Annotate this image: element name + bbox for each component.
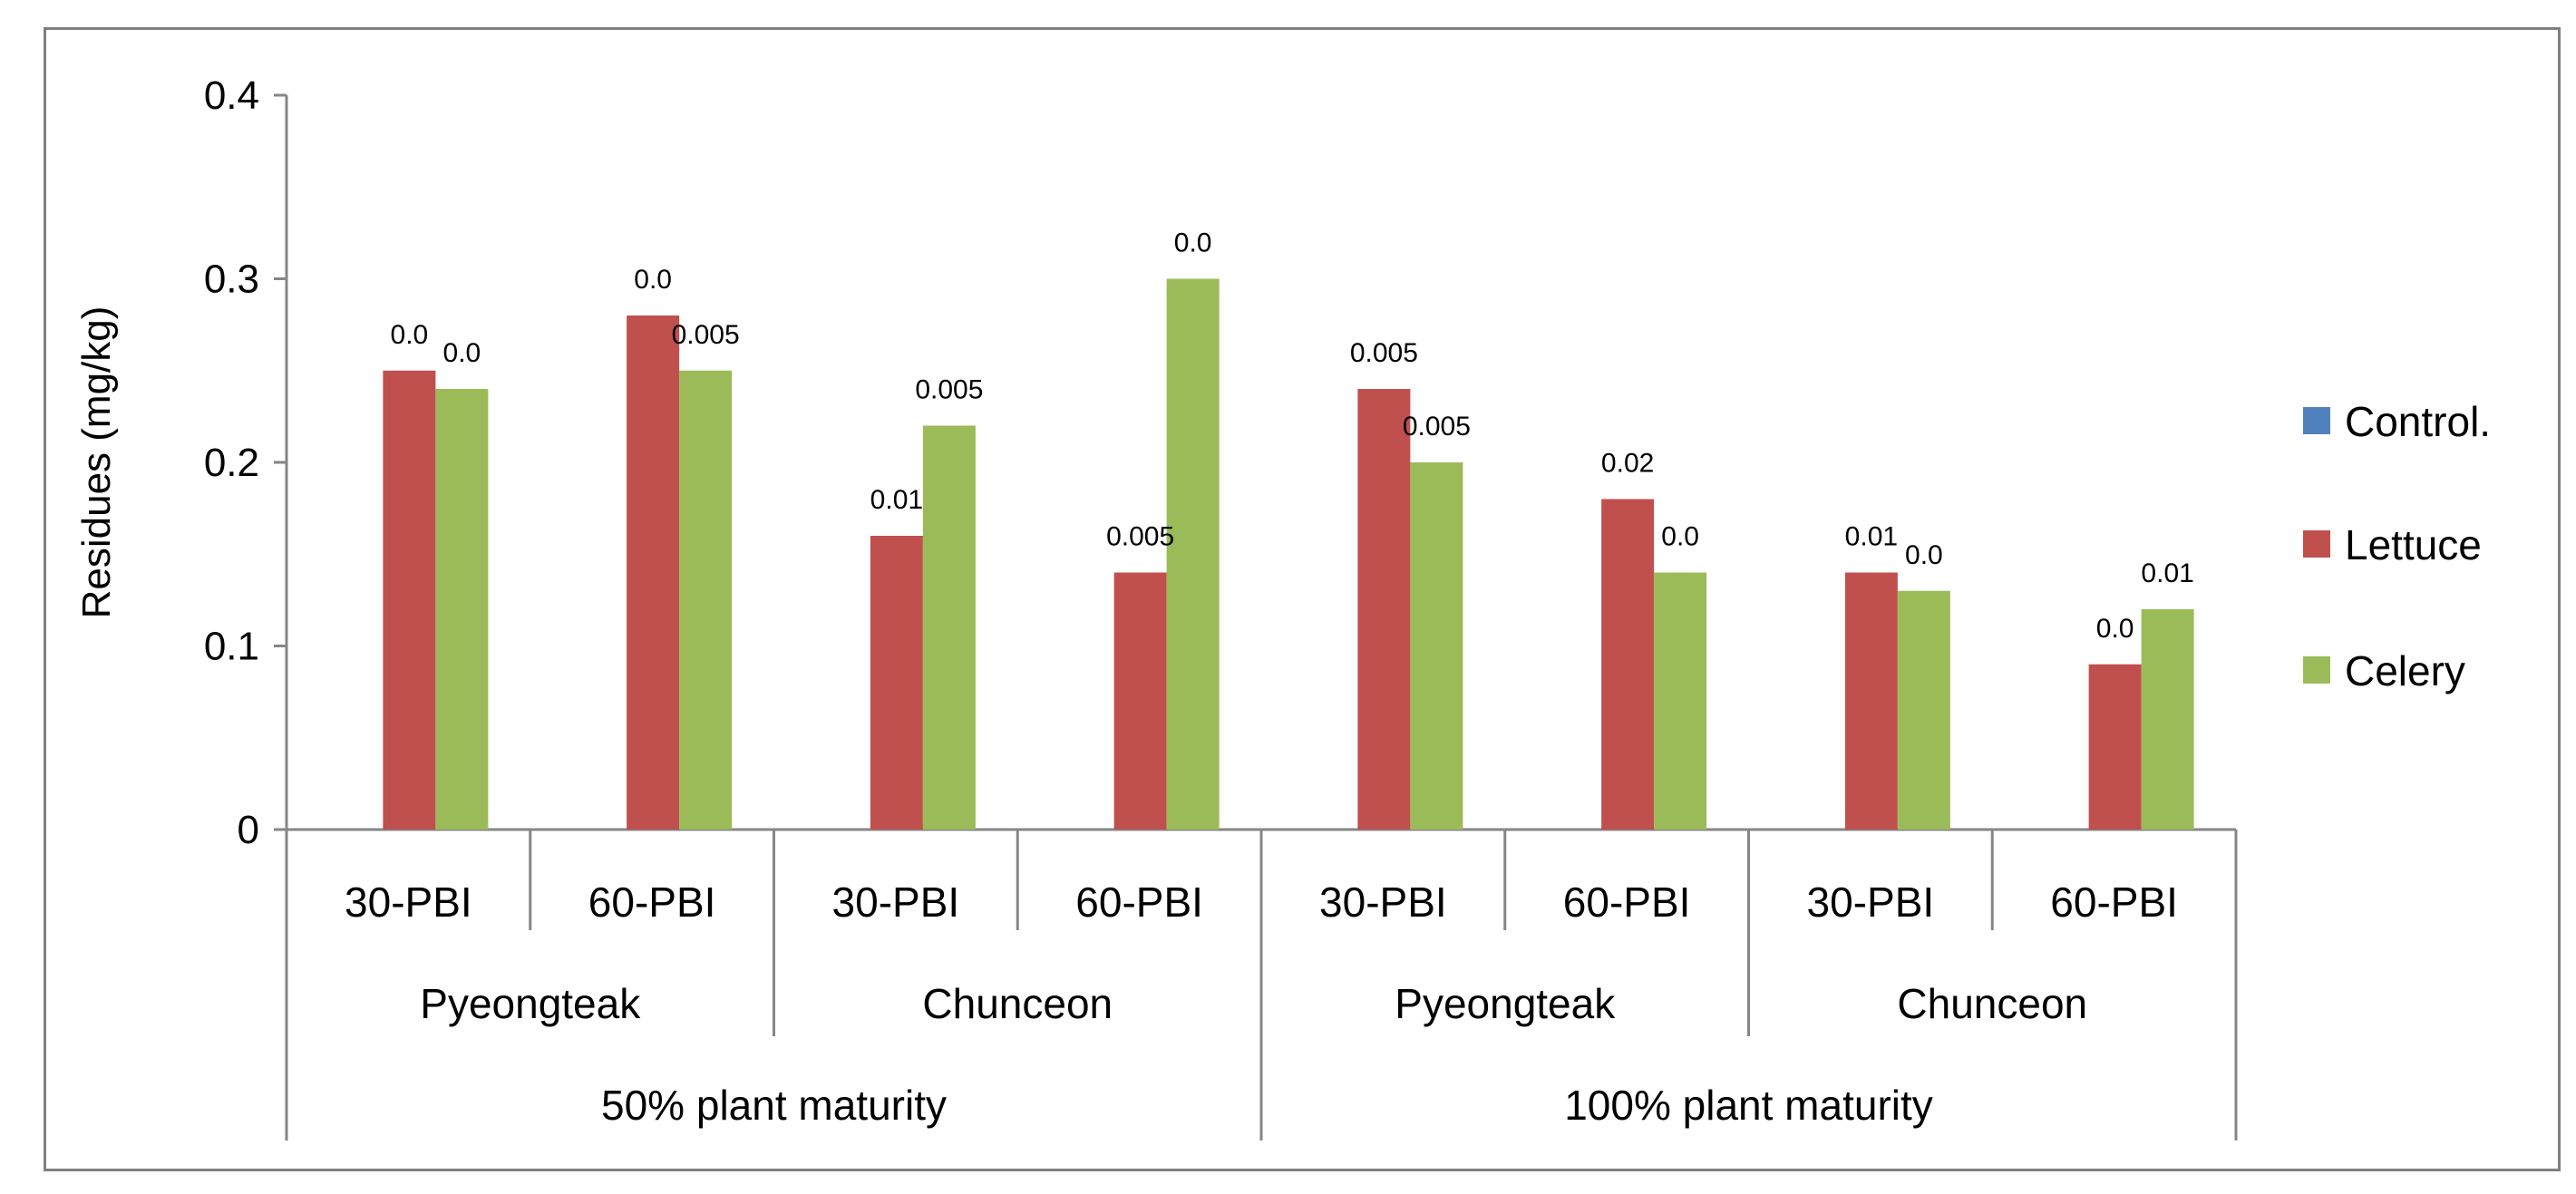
- data-label-lettuce: 0.005: [1106, 522, 1174, 552]
- data-label-lettuce: 0.0: [634, 265, 672, 295]
- data-label-lettuce: 0.02: [1601, 449, 1654, 479]
- y-axis-title: Residues (mg/kg): [74, 306, 119, 619]
- axes: 0 0.1 0.2 0.3 0.4 Residues (mg/kg) 30-PBI 60-PB…: [74, 73, 2238, 1141]
- category-label: 60-PBI: [1563, 879, 1691, 926]
- bar-celery-3: [1166, 278, 1220, 830]
- y-tick-label: 0.1: [204, 625, 259, 669]
- bar-celery-7: [2141, 609, 2194, 830]
- legend-label: Control.: [2345, 398, 2491, 445]
- bar-celery-1: [679, 370, 733, 830]
- location-group-label: Chunceon: [1897, 980, 2087, 1027]
- bar-lettuce-2: [870, 536, 923, 830]
- category-label: 30-PBI: [1319, 879, 1447, 926]
- data-label-celery: 0.0: [1174, 228, 1212, 258]
- location-group-label: Pyeongteak: [1395, 980, 1616, 1027]
- data-label-celery: 0.005: [915, 375, 983, 405]
- bar-celery-6: [1897, 590, 1950, 830]
- legend-label: Lettuce: [2345, 521, 2482, 568]
- chart-frame: 0 0.1 0.2 0.3 0.4 Residues (mg/kg) 30-PBI 60-PB…: [44, 27, 2561, 1171]
- legend: Control. Lettuce Celery: [2303, 398, 2491, 694]
- data-label-lettuce: 0.0: [391, 320, 429, 350]
- category-label: 60-PBI: [2050, 879, 2178, 926]
- y-tick-label: 0: [238, 808, 259, 852]
- data-label-celery: 0.0: [443, 338, 481, 368]
- bar-lettuce-5: [1601, 499, 1655, 830]
- category-label: 60-PBI: [1075, 879, 1203, 926]
- bar-lettuce-4: [1357, 389, 1411, 830]
- data-label-lettuce: 0.01: [1845, 522, 1898, 552]
- bar-lettuce-6: [1844, 572, 1898, 830]
- bar-lettuce-1: [627, 315, 680, 830]
- data-label-celery: 0.01: [2141, 558, 2193, 588]
- data-label-celery: 0.005: [1403, 412, 1471, 442]
- data-label-celery: 0.0: [1661, 522, 1699, 552]
- bar-lettuce-0: [383, 370, 436, 830]
- category-label: 30-PBI: [1807, 879, 1935, 926]
- legend-label: Celery: [2345, 647, 2465, 694]
- category-label: 30-PBI: [345, 879, 472, 926]
- legend-swatch-control-: [2303, 407, 2330, 434]
- residues-bar-chart: 0 0.1 0.2 0.3 0.4 Residues (mg/kg) 30-PBI 60-PB…: [74, 73, 2491, 1141]
- bars: [383, 278, 2194, 830]
- bar-celery-2: [922, 425, 976, 830]
- category-label: 30-PBI: [832, 879, 960, 926]
- location-group-label: Chunceon: [922, 980, 1113, 1027]
- location-group-label: Pyeongteak: [420, 980, 641, 1027]
- bar-celery-5: [1654, 572, 1707, 830]
- bar-lettuce-3: [1113, 572, 1167, 830]
- bar-celery-4: [1410, 462, 1463, 830]
- data-label-lettuce: 0.005: [1350, 338, 1418, 368]
- data-label-lettuce: 0.01: [870, 485, 923, 515]
- y-tick-label: 0.3: [204, 257, 259, 302]
- maturity-group-label: 100% plant maturity: [1564, 1082, 1933, 1129]
- legend-swatch-celery: [2303, 656, 2330, 684]
- data-label-celery: 0.0: [1905, 540, 1943, 570]
- bar-celery-0: [435, 389, 489, 830]
- data-label-celery: 0.005: [672, 320, 740, 350]
- legend-swatch-lettuce: [2303, 530, 2330, 558]
- category-label: 60-PBI: [588, 879, 716, 926]
- y-tick-label: 0.4: [204, 73, 259, 118]
- y-tick-label: 0.2: [204, 441, 259, 485]
- data-label-lettuce: 0.0: [2096, 614, 2134, 644]
- data-labels: 0.00.00.00.0050.010.0050.0050.00.0050.00…: [391, 228, 2194, 644]
- maturity-group-label: 50% plant maturity: [601, 1082, 947, 1129]
- bar-lettuce-7: [2088, 664, 2142, 830]
